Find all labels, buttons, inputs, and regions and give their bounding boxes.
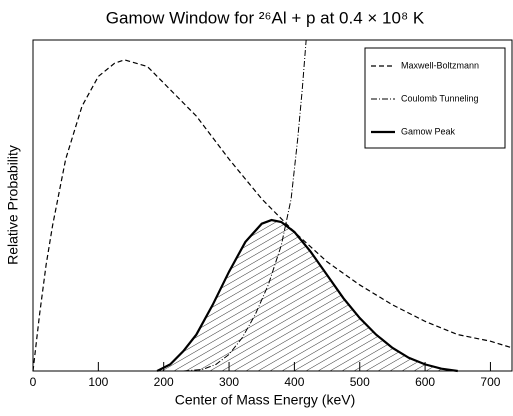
- x-tick-label: 700: [480, 375, 500, 389]
- y-axis-label: Relative Probability: [5, 145, 21, 265]
- legend-label: Gamow Peak: [401, 126, 456, 136]
- x-tick-label: 300: [219, 375, 239, 389]
- x-tick-label: 500: [350, 375, 370, 389]
- x-tick-label: 100: [88, 375, 108, 389]
- x-tick-label: 0: [30, 375, 37, 389]
- legend-label: Maxwell-Boltzmann: [401, 60, 479, 70]
- series-line: [156, 218, 458, 373]
- x-tick-label: 200: [154, 375, 174, 389]
- chart-title: Gamow Window for ²⁶Al + p at 0.4 × 10⁸ K: [106, 8, 425, 27]
- x-tick-label: 600: [415, 375, 435, 389]
- legend-label: Coulomb Tunneling: [401, 93, 479, 103]
- gamow-area: [157, 220, 458, 371]
- x-axis-label: Center of Mass Energy (keV): [175, 392, 356, 408]
- series-line: [32, 59, 513, 372]
- plot-frame: [32, 39, 513, 372]
- x-tick-label: 400: [284, 375, 304, 389]
